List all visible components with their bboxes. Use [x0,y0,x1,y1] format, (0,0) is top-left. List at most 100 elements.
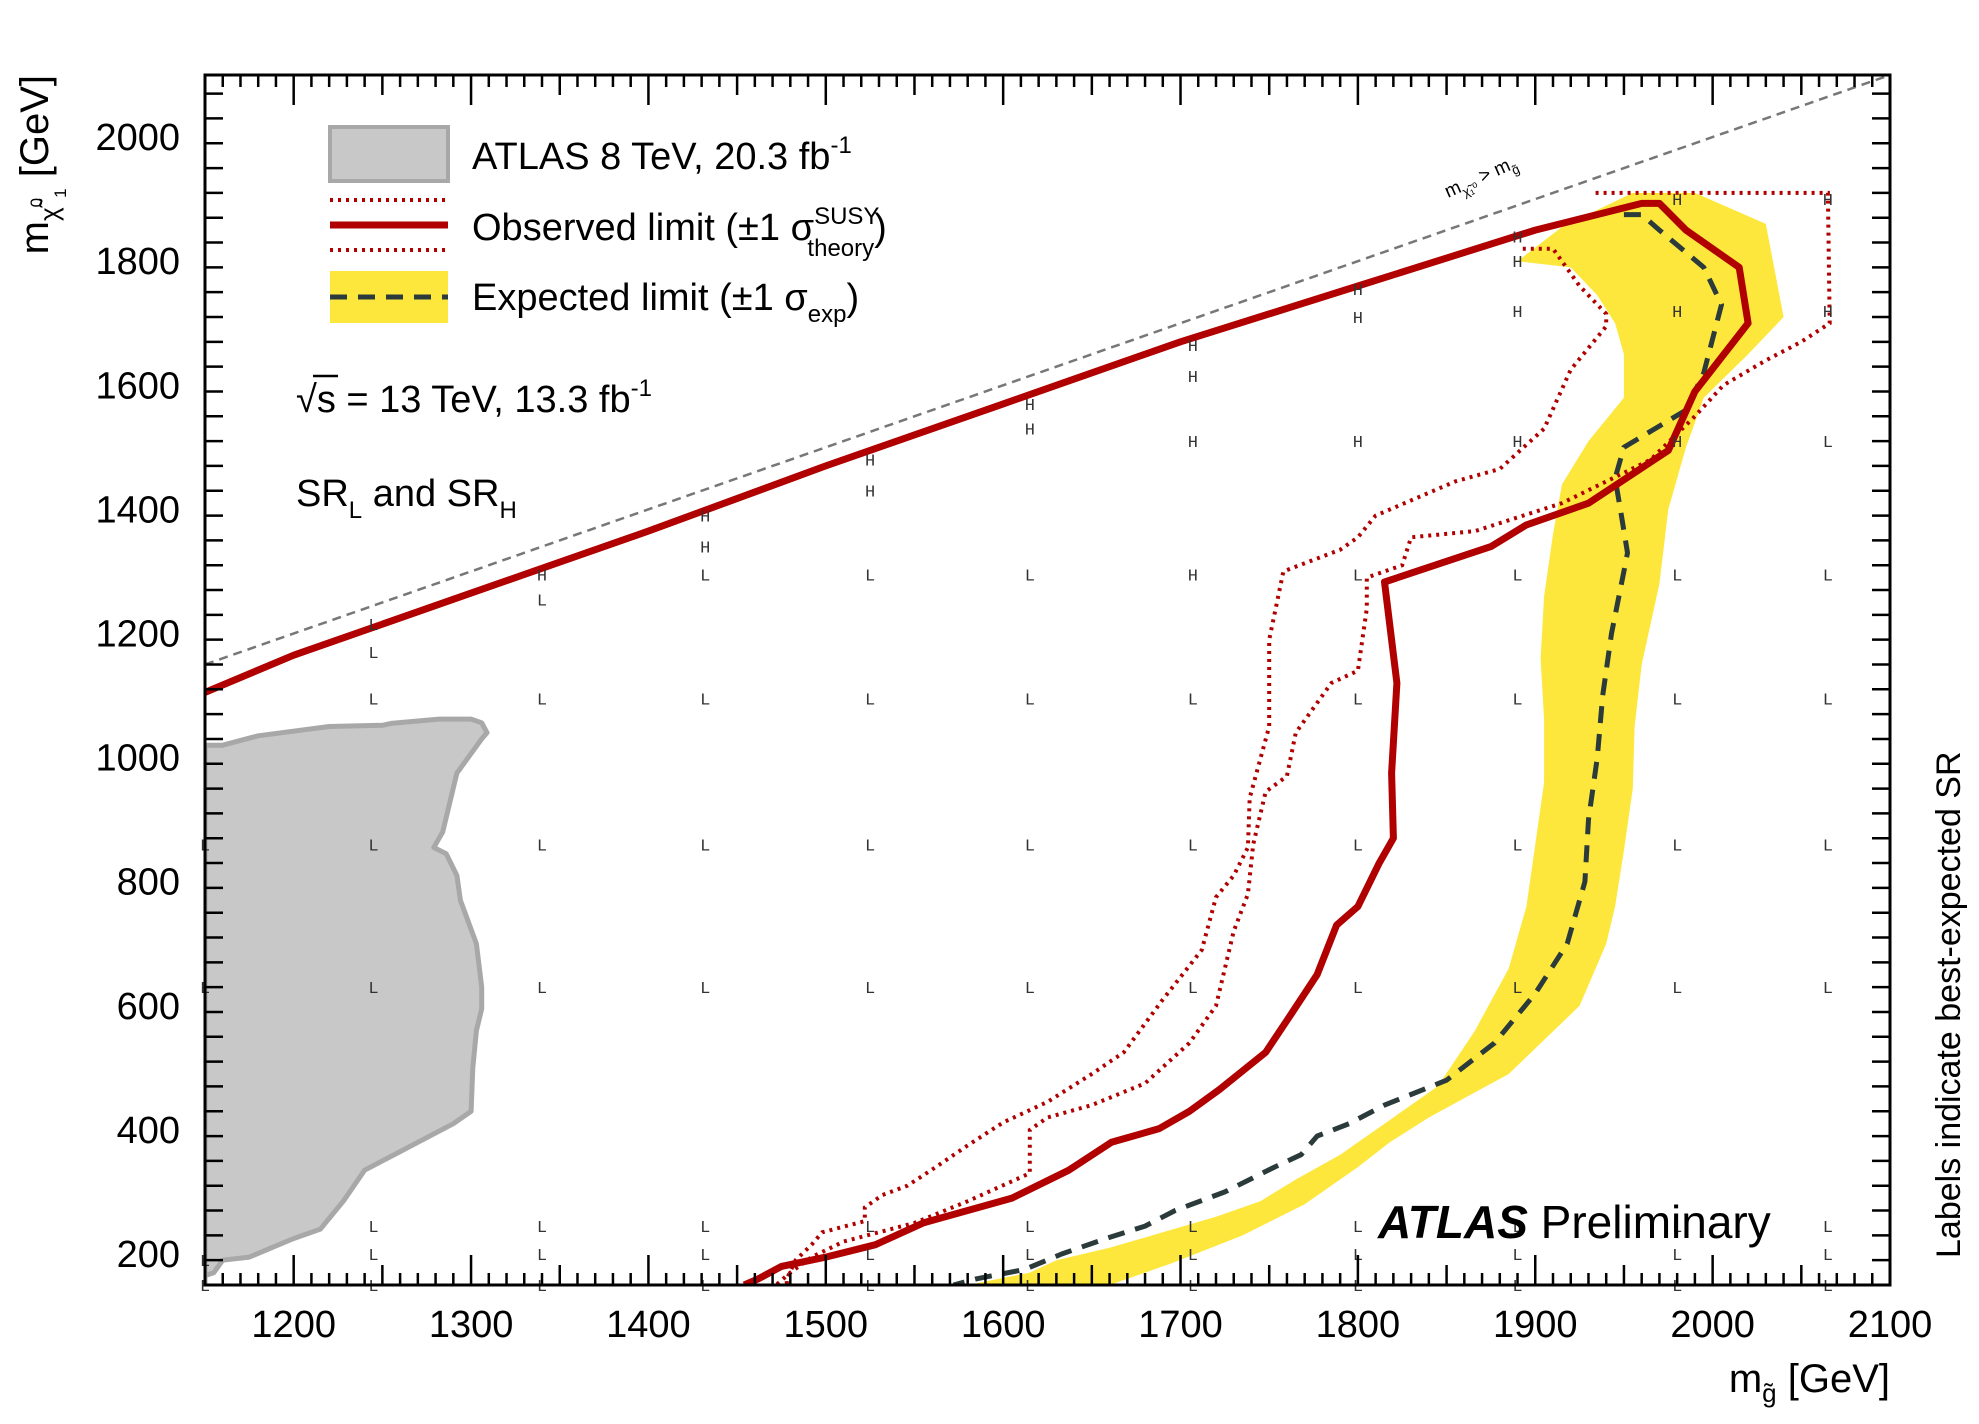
y-tick-label: 2000 [95,117,180,159]
sr-point-label: L [1512,837,1522,856]
sr-point-label: L [865,692,875,711]
sr-point-label: L [700,692,710,711]
sr-point-label: L [1025,1278,1035,1297]
sr-point-label: H [1353,282,1363,301]
y-tick-label: 200 [117,1234,180,1276]
expected-band [967,192,1784,1285]
sr-point-label: L [700,1278,710,1297]
sr-point-label: L [1823,568,1833,587]
y-tick-label: 1600 [95,365,180,407]
sr-point-label: L [700,1219,710,1238]
sr-point-label: H [537,568,547,587]
sr-point-label: H [1672,304,1682,323]
sr-point-label: L [368,1219,378,1238]
plot-frame [203,73,1892,1287]
sr-point-label: L [1188,1219,1198,1238]
sr-point-label: L [1823,980,1833,999]
atlas-8tev-excluded-area [205,716,490,1285]
sr-point-label: L [537,692,547,711]
sr-point-label: L [865,1247,875,1266]
sr-point-label: L [1025,692,1035,711]
sr-point-label: L [865,1219,875,1238]
sr-point-label: L [1823,434,1833,453]
sr-point-label: L [1188,1247,1198,1266]
x-tick-label: 1200 [251,1304,336,1346]
energy-label-text: √s = 13 TeV, 13.3 fb-1 [296,375,652,421]
sr-point-label: H [1823,304,1833,323]
sr-point-label: H [1512,229,1522,248]
y-tick-label: 1000 [95,738,180,780]
sr-point-label: H [1188,568,1198,587]
x-tick-label: 1300 [429,1304,514,1346]
sr-point-label: L [368,645,378,664]
axes-layer: 1200 1300 1400 1500 1600 1700 1800 1900 2000 2100… [95,73,1933,1346]
sr-point-label: L [700,837,710,856]
sr-point-label: L [1188,837,1198,856]
sr-point-label: L [1025,1247,1035,1266]
legend-label-expected: Expected limit (±1 σexp) [472,277,859,328]
sr-point-label: L [1512,1278,1522,1297]
sr-point-label: L [1512,568,1522,587]
sr-point-label: L [368,617,378,636]
sr-point-label: L [1512,692,1522,711]
sr-point-label: L [700,1247,710,1266]
x-tick-label: 2000 [1670,1304,1755,1346]
sr-point-label: L [368,1278,378,1297]
sr-point-label: L [368,1247,378,1266]
legend: ATLAS 8 TeV, 20.3 fb-1 Observed limit (±… [328,125,887,328]
sr-point-label: H [1512,254,1522,273]
y-tick-label: 1400 [95,489,180,531]
sr-point-label: L [1353,568,1363,587]
sr-point-label: L [368,692,378,711]
sr-point-label: L [1823,1278,1833,1297]
sr-point-label: L [1188,692,1198,711]
sr-point-label: L [1672,568,1682,587]
legend-label-8tev: ATLAS 8 TeV, 20.3 fb-1 [472,132,852,178]
legend-label-observed: Observed limit (±1 σSUSY theory) [472,203,887,262]
sr-point-label: H [1188,434,1198,453]
sr-point-label: L [865,1278,875,1297]
sr-point-label: H [1672,192,1682,211]
sr-point-label: L [865,980,875,999]
y-axis-title: mχ̃01 [GeV] [13,75,70,254]
sr-point-label: L [537,1219,547,1238]
sr-point-label: H [1512,304,1522,323]
x-tick-label: 1900 [1493,1304,1578,1346]
sr-point-label: L [537,1278,547,1297]
sr-point-label: L [1672,1278,1682,1297]
sr-point-label: L [865,568,875,587]
sr-point-label: L [1353,1219,1363,1238]
sr-point-label: H [1512,434,1522,453]
y-tick-label: 400 [117,1110,180,1152]
diagonal-label: mχ̃₁⁰ > mg̃ [1441,152,1521,206]
sr-point-label: L [1512,1247,1522,1266]
kinematic-diagonal [205,75,1890,666]
x-tick-label: 1700 [1138,1304,1223,1346]
sr-point-label: L [1512,980,1522,999]
x-tick-label: 1600 [961,1304,1046,1346]
sr-point-label: L [1025,568,1035,587]
observed-limit-plus [784,246,1609,1285]
sr-point-label: H [700,509,710,528]
sr-point-label: H [1353,310,1363,329]
sr-point-label: H [1025,422,1035,441]
sr-point-label: L [537,980,547,999]
x-tick-label: 2100 [1848,1304,1933,1346]
sr-point-label: L [1188,980,1198,999]
sr-point-label: L [1353,1278,1363,1297]
sr-point-label: L [1823,692,1833,711]
sr-point-label: L [1353,692,1363,711]
atlas-preliminary-label: ATLAS Preliminary [1377,1196,1771,1248]
sr-point-label: L [1025,980,1035,999]
sr-point-label: L [368,837,378,856]
sr-point-label: H [865,453,875,472]
sr-point-label: L [1672,837,1682,856]
sr-point-label: H [700,540,710,559]
sr-point-label: H [1672,434,1682,453]
sr-point-label: L [1025,1219,1035,1238]
x-axis-title: mg̃ [GeV] [1729,1357,1890,1408]
right-side-label: Labels indicate best-expected SR [1930,751,1968,1258]
legend-swatch-8tev [328,125,450,183]
sr-point-label: L [537,837,547,856]
y-tick-label: 1200 [95,614,180,656]
